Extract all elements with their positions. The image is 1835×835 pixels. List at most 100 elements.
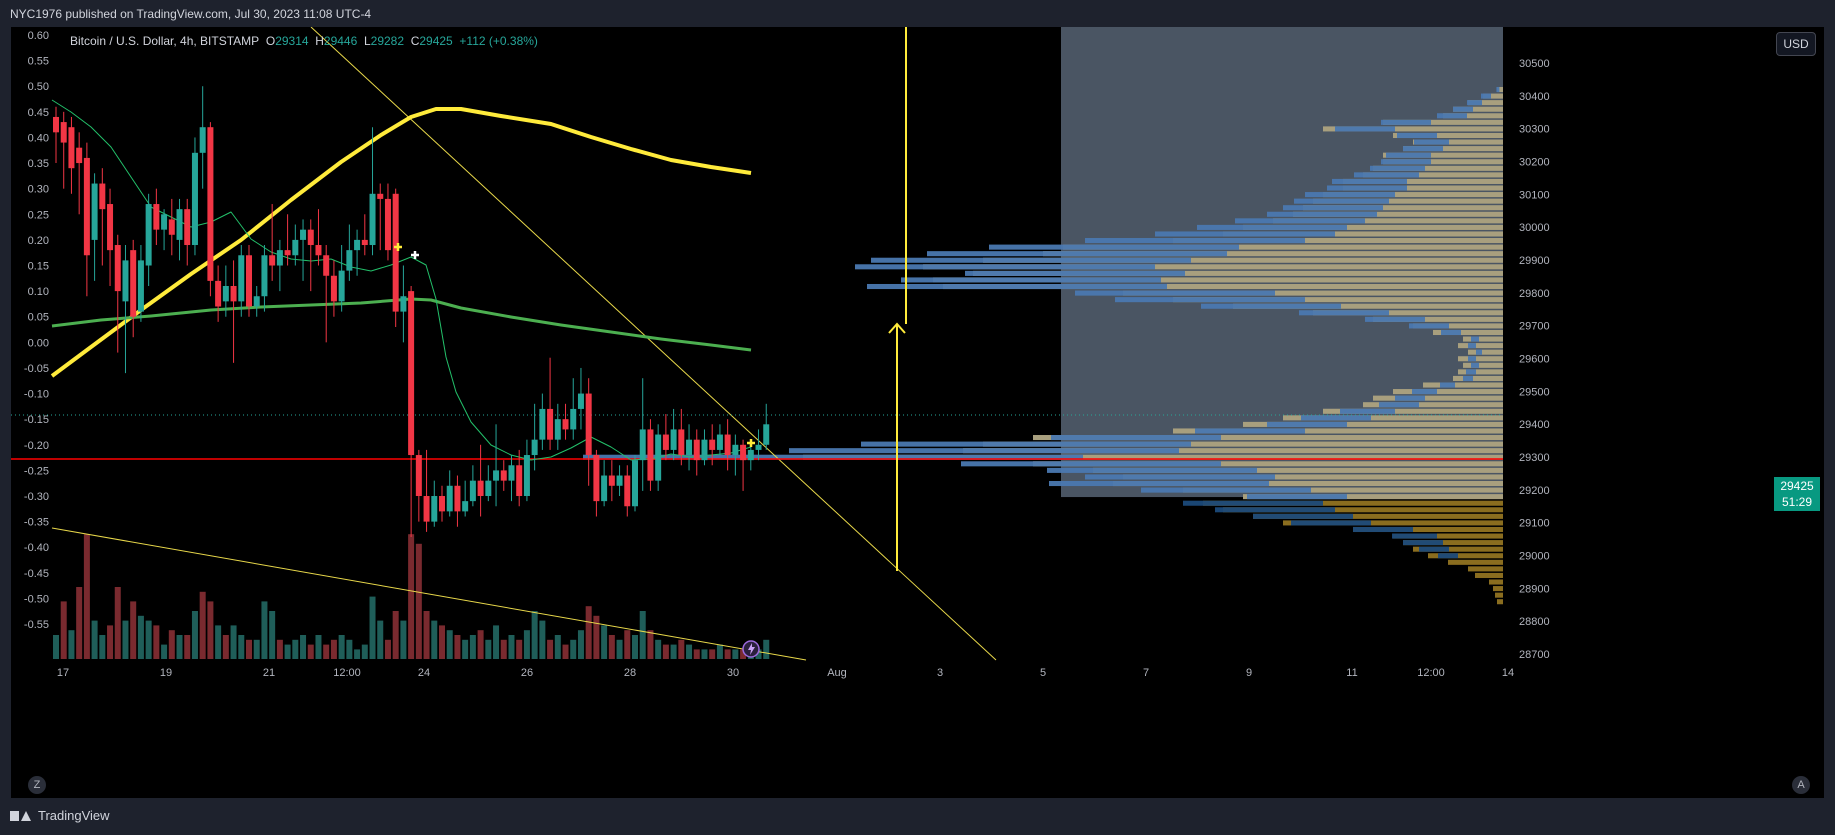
profile-volume-bar bbox=[1183, 487, 1503, 493]
candle bbox=[369, 127, 376, 256]
zoom-button[interactable]: Z bbox=[28, 776, 46, 794]
candle-body bbox=[161, 214, 168, 230]
profile-value-bar bbox=[1183, 500, 1323, 506]
profile-volume-bar bbox=[803, 454, 1503, 460]
profile-value-bar bbox=[1291, 520, 1371, 526]
ma-yellow-slow bbox=[50, 107, 752, 378]
legend-open: 29314 bbox=[275, 34, 309, 48]
profile-value-bar bbox=[1381, 159, 1431, 165]
candle-body bbox=[601, 475, 608, 502]
right-axis-tick: 30100 bbox=[1519, 189, 1550, 201]
profile-volume-bar bbox=[1428, 553, 1503, 559]
candle bbox=[145, 193, 152, 286]
volume-bar bbox=[300, 635, 307, 659]
x-axis-tick: 24 bbox=[418, 667, 430, 679]
profile-volume-bar bbox=[1363, 402, 1503, 408]
candle-body bbox=[732, 444, 739, 456]
profile-value-bar bbox=[1438, 553, 1458, 559]
profile-row bbox=[1437, 113, 1503, 119]
volume-bar bbox=[377, 620, 384, 659]
profile-row bbox=[1468, 566, 1503, 572]
profile-volume-bar bbox=[1463, 362, 1503, 368]
candle-body bbox=[593, 455, 600, 502]
volume-bar bbox=[207, 601, 214, 659]
candle bbox=[292, 224, 299, 266]
profile-row bbox=[1141, 487, 1503, 493]
profile-value-bar bbox=[1379, 402, 1419, 408]
left-axis-tick: 0.05 bbox=[28, 312, 49, 324]
profile-value-bar bbox=[927, 251, 1227, 257]
candle-body bbox=[361, 239, 368, 246]
volume-bar bbox=[593, 615, 600, 659]
candle bbox=[554, 403, 561, 450]
candle bbox=[724, 419, 731, 471]
volume-bar bbox=[493, 625, 500, 659]
candle-body bbox=[547, 408, 554, 440]
right-axis-tick: 30400 bbox=[1519, 91, 1550, 103]
volume-bar bbox=[724, 649, 731, 659]
volume-bar bbox=[693, 649, 700, 659]
profile-value-bar bbox=[1381, 119, 1431, 125]
white-cross-marker bbox=[411, 251, 419, 259]
volume-bar bbox=[253, 639, 260, 659]
profile-value-bar bbox=[871, 257, 1191, 263]
ma-green-medium bbox=[51, 297, 752, 352]
candle-body bbox=[99, 183, 106, 210]
profile-volume-bar bbox=[1303, 205, 1503, 211]
candle-body bbox=[678, 429, 685, 456]
candle bbox=[670, 408, 677, 461]
x-axis-tick: 19 bbox=[160, 667, 172, 679]
profile-volume-bar bbox=[1403, 146, 1503, 152]
profile-row bbox=[1463, 362, 1503, 368]
candle bbox=[83, 142, 90, 297]
currency-button[interactable]: USD bbox=[1776, 32, 1816, 56]
profile-value-bar bbox=[1201, 303, 1341, 309]
yellow-cross-marker bbox=[394, 243, 402, 251]
profile-volume-bar bbox=[1243, 224, 1503, 230]
candle-body bbox=[199, 127, 206, 153]
candle-body bbox=[346, 250, 353, 271]
auto-scale-button[interactable]: A bbox=[1792, 776, 1810, 794]
profile-volume-bar bbox=[1343, 185, 1503, 191]
left-axis-tick: 0.35 bbox=[28, 158, 49, 170]
volume-bar bbox=[531, 611, 538, 659]
legend-open-label: O bbox=[265, 34, 276, 48]
candle-body bbox=[632, 460, 638, 507]
candle bbox=[53, 106, 59, 164]
profile-volume-bar bbox=[1173, 238, 1503, 244]
profile-row bbox=[989, 244, 1503, 250]
candle bbox=[431, 480, 438, 527]
x-axis-tick: 17 bbox=[57, 667, 69, 679]
volume-bar bbox=[678, 639, 685, 659]
profile-value-bar bbox=[1294, 198, 1389, 204]
candle bbox=[377, 183, 384, 251]
left-axis-tick: 0.50 bbox=[28, 81, 49, 93]
candle-body bbox=[176, 209, 183, 240]
chart-frame[interactable]: 0.60 0.55 0.50 0.45 0.40 0.35 0.30 0.25 0.20 0.15… bbox=[11, 27, 1824, 798]
volume-bar bbox=[400, 620, 407, 659]
volume-bar bbox=[292, 639, 299, 659]
candle-body bbox=[145, 204, 152, 266]
candle-body bbox=[68, 127, 75, 169]
left-axis-tick: 0.40 bbox=[28, 132, 49, 144]
profile-value-bar bbox=[1392, 533, 1437, 539]
volume-bar bbox=[446, 630, 453, 659]
candle-body bbox=[616, 475, 623, 486]
candle bbox=[500, 460, 507, 491]
candle-body bbox=[577, 393, 584, 409]
profile-value-bar bbox=[1141, 487, 1311, 493]
profile-value-bar bbox=[1215, 507, 1335, 513]
volume-bar bbox=[570, 639, 577, 659]
profile-value-bar bbox=[1441, 329, 1461, 336]
profile-value-bar bbox=[1496, 86, 1500, 93]
profile-value-bar bbox=[1403, 146, 1443, 152]
profile-row bbox=[1423, 382, 1503, 388]
candle bbox=[76, 132, 83, 215]
volume-bar bbox=[670, 644, 677, 659]
candle-body bbox=[153, 204, 160, 230]
price-chart[interactable]: 0.60 0.55 0.50 0.45 0.40 0.35 0.30 0.25 0.20 0.15… bbox=[11, 27, 1824, 798]
volume-bar bbox=[523, 630, 530, 659]
profile-value-bar bbox=[1397, 132, 1437, 139]
candle bbox=[199, 86, 206, 189]
profile-row bbox=[1267, 211, 1503, 217]
